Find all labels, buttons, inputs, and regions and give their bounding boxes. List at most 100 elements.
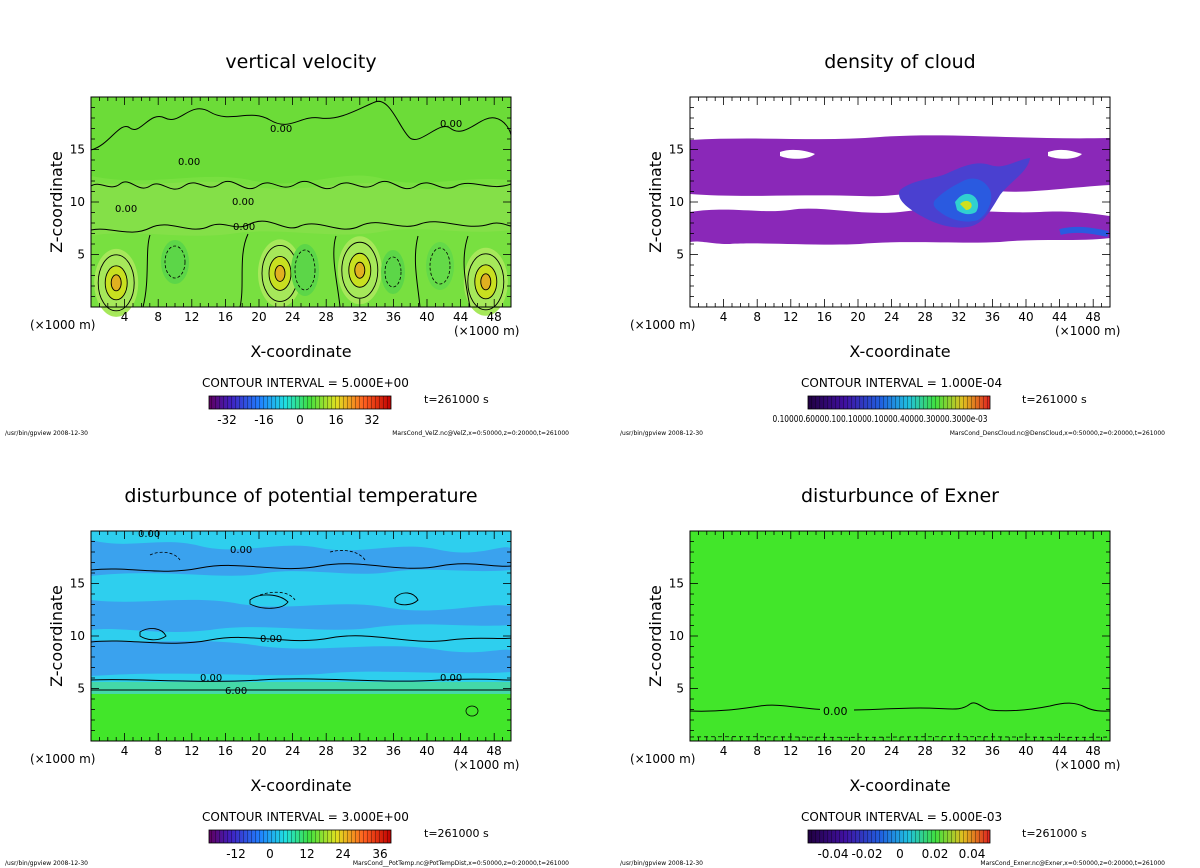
cloud-gap xyxy=(780,149,815,159)
footer-right: MarsCond_Exner.nc@Exner,x=0:50000,z=0:20… xyxy=(980,860,1165,867)
x-unit-left: (×1000 m) xyxy=(630,752,695,766)
colorbar-frame xyxy=(807,395,991,410)
x-tick-label: 24 xyxy=(884,310,899,324)
field-region xyxy=(91,682,511,694)
y-tick-label: 5 xyxy=(676,682,684,696)
x-tick-label: 4 xyxy=(720,310,728,324)
x-tick-label: 4 xyxy=(121,744,129,758)
y-axis-label: Z-coordinate xyxy=(646,585,665,687)
x-tick-label: 20 xyxy=(850,310,865,324)
updraft-cells xyxy=(94,236,508,317)
y-tick-label: 5 xyxy=(77,248,85,262)
updraft-core xyxy=(480,273,492,291)
contour xyxy=(139,592,419,641)
cloud-core xyxy=(960,200,972,210)
x-tick-label: 36 xyxy=(985,310,1000,324)
contour-label-bg xyxy=(820,704,854,717)
cloud-layer-lower xyxy=(690,208,1110,245)
zero-contour xyxy=(90,635,512,644)
y-tick-label: 15 xyxy=(669,577,684,591)
x-tick-label: 40 xyxy=(419,310,434,324)
x-tick-label: 40 xyxy=(1018,310,1033,324)
y-tick-label: 10 xyxy=(669,195,684,209)
contour-dashed xyxy=(149,550,366,601)
colorbar-tick: -12 xyxy=(226,847,246,861)
x-axis-label: X-coordinate xyxy=(849,776,950,795)
colorbar-stripes xyxy=(808,396,990,409)
footer-right: MarsCond__PotTemp.nc@PotTempDist,x=0:500… xyxy=(353,860,569,867)
x-tick-label: 16 xyxy=(218,310,233,324)
footer-left: /usr/bin/gpview 2008-12-30 xyxy=(5,430,88,437)
cloud-layer-upper xyxy=(690,135,1110,197)
footer-left: /usr/bin/gpview 2008-12-30 xyxy=(620,860,703,867)
x-tick-label: 16 xyxy=(218,744,233,758)
y-tick-label: 15 xyxy=(70,577,85,591)
plot-area: 0.00 0.00 0.00 0.00 0.00 6.00 xyxy=(90,529,512,742)
contour-label: 0.00 xyxy=(233,222,255,233)
colorbar-tick: 24 xyxy=(335,847,350,861)
footer-right: MarsCond_VelZ.nc@VelZ,x=0:50000,z=0:2000… xyxy=(392,430,569,437)
contour-label: 0.00 xyxy=(230,545,252,556)
x-tick-label: 40 xyxy=(1018,744,1033,758)
zero-contour xyxy=(90,100,512,151)
contour-label: 0.00 xyxy=(440,119,462,130)
x-tick-label: 28 xyxy=(319,744,334,758)
colorbar-stripes xyxy=(209,396,391,409)
colorbar-tick: -32 xyxy=(217,413,237,427)
colorbar-tick: 0.02 xyxy=(922,847,949,861)
x-tick-label: 48 xyxy=(1086,310,1101,324)
chart-title: disturbunce of potential temperature xyxy=(124,485,477,507)
colorbar-frame xyxy=(208,829,392,844)
cloud-streak xyxy=(1059,226,1109,237)
plot-background xyxy=(690,531,1110,741)
contour-labels: 0.00 0.00 0.00 0.00 0.00 0.00 xyxy=(115,119,462,233)
zero-contour xyxy=(142,233,471,308)
x-tick-label: 32 xyxy=(352,310,367,324)
x-tick-label: 20 xyxy=(251,310,266,324)
contour-interval: CONTOUR INTERVAL = 1.000E-04 xyxy=(801,376,1002,390)
field-region xyxy=(91,599,511,632)
x-tick-label: 32 xyxy=(352,744,367,758)
updraft-core xyxy=(110,274,122,292)
x-tick-label: 44 xyxy=(1052,310,1067,324)
x-unit-right: (×1000 m) xyxy=(454,324,519,338)
field-region xyxy=(91,694,511,741)
contour-label: 0.00 xyxy=(138,529,160,540)
field-region xyxy=(91,97,511,184)
colorbar-tick: -16 xyxy=(254,413,274,427)
x-tick-label: 36 xyxy=(985,744,1000,758)
updraft-core xyxy=(354,261,366,279)
time-label: t=261000 s xyxy=(1022,393,1087,406)
zero-contour xyxy=(689,702,1111,712)
y-tick-label: 15 xyxy=(669,143,684,157)
x-tick-label: 12 xyxy=(783,310,798,324)
contour-label: 0.00 xyxy=(260,634,282,645)
x-tick-label: 8 xyxy=(753,310,761,324)
chart-vertical-velocity: vertical velocity 0.00 0.00 xyxy=(5,51,569,437)
x-tick-label: 44 xyxy=(453,310,468,324)
x-tick-label: 44 xyxy=(453,744,468,758)
y-tick-label: 10 xyxy=(70,195,85,209)
downdraft-region xyxy=(291,244,319,296)
field-region xyxy=(91,181,511,236)
x-tick-label: 28 xyxy=(319,310,334,324)
x-unit-right: (×1000 m) xyxy=(454,758,519,772)
x-tick-label: 12 xyxy=(783,744,798,758)
contour-label: 6.00 xyxy=(225,686,247,697)
x-tick-label: 24 xyxy=(884,744,899,758)
y-tick-label: 10 xyxy=(70,629,85,643)
x-tick-label: 44 xyxy=(1052,744,1067,758)
colorbar-tick: 0 xyxy=(296,413,304,427)
x-tick-label: 24 xyxy=(285,744,300,758)
updraft-contour xyxy=(341,241,379,299)
zero-contour xyxy=(90,563,512,572)
updraft-core xyxy=(274,264,286,282)
field-region xyxy=(91,540,511,576)
x-tick-label: 12 xyxy=(184,310,199,324)
x-tick-label: 40 xyxy=(419,744,434,758)
downdraft-contour xyxy=(164,245,186,279)
field-region xyxy=(91,640,511,676)
x-unit-left: (×1000 m) xyxy=(30,318,95,332)
